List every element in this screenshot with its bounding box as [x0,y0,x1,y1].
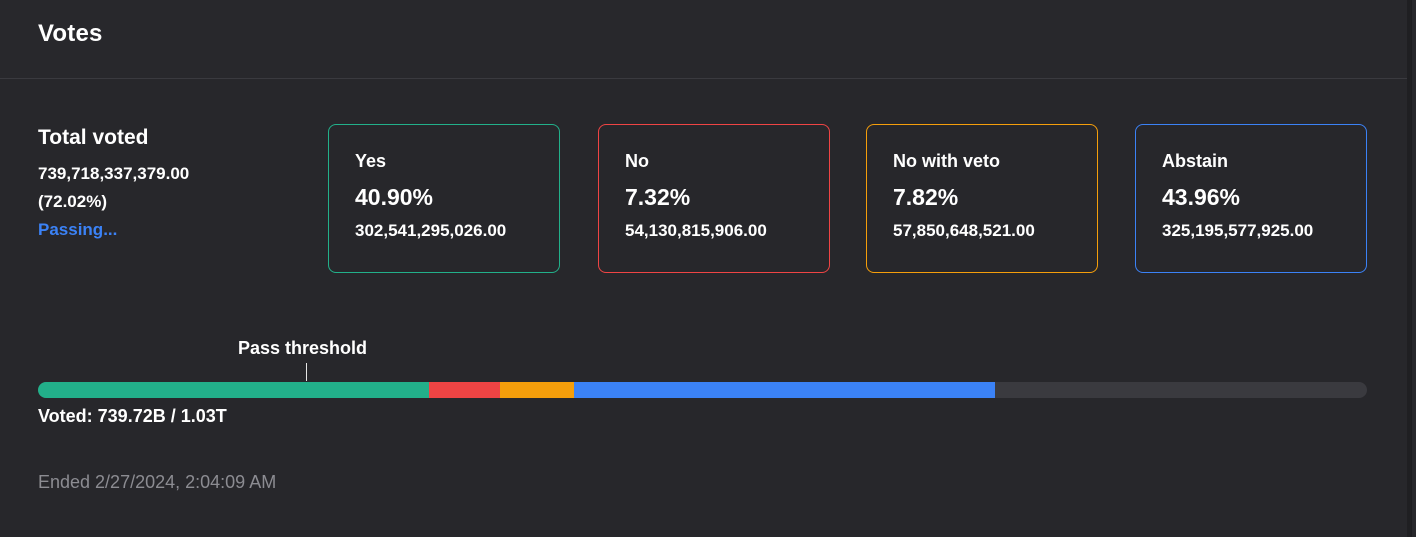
vote-card-no: No 7.32% 54,130,815,906.00 [598,124,830,273]
scrollbar[interactable] [1407,0,1411,537]
vote-card-label: Abstain [1162,151,1229,171]
total-voted-summary: Total voted 739,718,337,379.00 (72.02%) … [38,126,298,244]
total-voted-amount: 739,718,337,379.00 [38,164,190,183]
vote-card-yes: Yes 40.90% 302,541,295,026.00 [328,124,560,273]
vote-card-amount: 302,541,295,026.00 [355,221,507,240]
vote-card-percent: 43.96% [1162,184,1241,210]
vote-bar-segment-no-with-veto [499,382,575,398]
vote-card-percent: 7.32% [625,184,691,210]
vote-card-label: No with veto [893,151,1000,171]
vote-card-amount: 54,130,815,906.00 [625,221,767,240]
pass-threshold-marker [306,363,307,381]
vote-bar-segment-abstain [574,382,996,398]
voting-ended-timestamp: Ended 2/27/2024, 2:04:09 AM [38,472,277,492]
vote-bar-segment-yes [38,382,430,398]
total-voted-percent: (72.02%) [38,192,107,211]
vote-card-amount: 57,850,648,521.00 [893,221,1035,240]
panel-header: Votes [0,0,1411,79]
vote-progress-bar [38,382,1367,398]
panel-title: Votes [38,20,103,47]
vote-card-percent: 7.82% [893,184,959,210]
vote-card-label: Yes [355,151,387,171]
total-voted-title: Total voted [38,126,149,149]
pass-threshold-label: Pass threshold [238,338,368,358]
vote-card-label: No [625,151,649,171]
vote-card-amount: 325,195,577,925.00 [1162,221,1314,240]
vote-card-percent: 40.90% [355,184,434,210]
proposal-status: Passing... [38,220,118,239]
voted-total-text: Voted: 739.72B / 1.03T [38,406,227,426]
vote-bar-segment-no [429,382,500,398]
vote-card-no-with-veto: No with veto 7.82% 57,850,648,521.00 [866,124,1098,273]
vote-card-abstain: Abstain 43.96% 325,195,577,925.00 [1135,124,1367,273]
